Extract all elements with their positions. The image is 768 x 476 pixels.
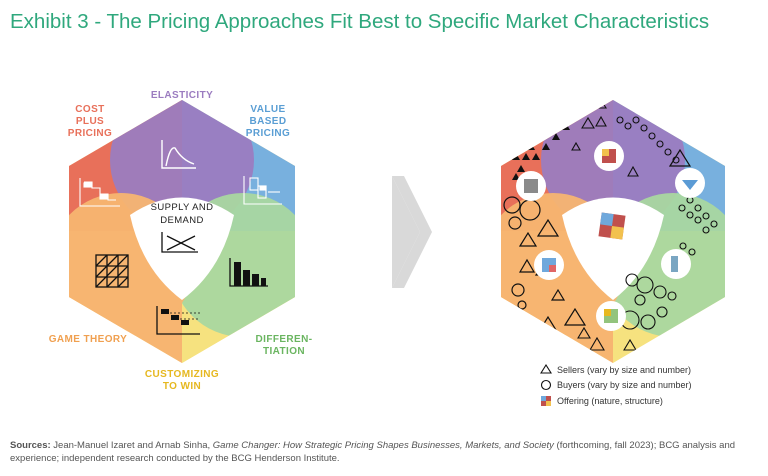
cost-plus-stair-icon [79,178,120,207]
customizing-stair-icon [156,306,200,335]
sources-label: Sources: [10,440,51,451]
differentiation-label-line1: DIFFEREN- [256,334,313,345]
buyers-circles-valuebased [616,116,718,234]
legend-sellers: Sellers (vary by size and number) [557,365,691,375]
arrow-fill [392,176,420,288]
elasticity-label: ELASTICITY [151,90,213,101]
legend-buyers: Buyers (vary by size and number) [557,380,692,390]
elasticity-petal [110,100,254,232]
differentiation-label-line2: TIATION [263,346,305,357]
value-based-label-line3: PRICING [246,128,290,139]
customizing-label-line2: TO WIN [163,381,201,392]
page-title: Exhibit 3 - The Pricing Approaches Fit B… [10,10,710,33]
legend: Sellers (vary by size and number) Buyers… [540,363,692,406]
sources-text-after: (forthcoming, fall 2023); BCG analysis a… [10,440,736,464]
value-based-label-line2: BASED [249,116,286,127]
customizing-label-line1: CUSTOMIZING [145,369,219,380]
game-theory-grid-icon [95,254,129,288]
elasticity-curve-icon [161,140,196,169]
supply-demand-icon [161,232,198,253]
value-based-label-line1: VALUE [250,104,285,115]
sources-note: Sources: Jean-Manuel Izaret and Arnab Si… [10,440,760,465]
arrow-shape [392,176,432,288]
value-based-bars-icon [243,176,282,205]
cost-plus-label-line1: COST [75,104,104,115]
sellers-triangle-icon [540,363,552,374]
center-region [130,197,234,300]
pricing-approaches-hexagon: SUPPLY AND DEMAND [49,90,313,392]
legend-offering: Offering (nature, structure) [557,396,663,406]
differentiation-circles [620,242,696,330]
offering-icons [516,141,705,331]
center-label-line1: SUPPLY AND [151,202,214,213]
center-label-line2: DEMAND [160,215,204,226]
differentiation-bars-icon [229,258,268,287]
buyers-circle-icon [540,379,552,391]
customizing-shapes [577,326,637,351]
cost-plus-label-line2: PLUS [76,116,104,127]
cost-plus-label-line3: PRICING [68,128,112,139]
sources-text-before: Jean-Manuel Izaret and Arnab Sinha, [50,440,213,451]
market-characteristics-hexagon [501,100,725,363]
game-theory-label: GAME THEORY [49,334,127,345]
offering-cube-icon [541,396,551,406]
sources-book-title: Game Changer: How Strategic Pricing Shap… [212,440,554,451]
